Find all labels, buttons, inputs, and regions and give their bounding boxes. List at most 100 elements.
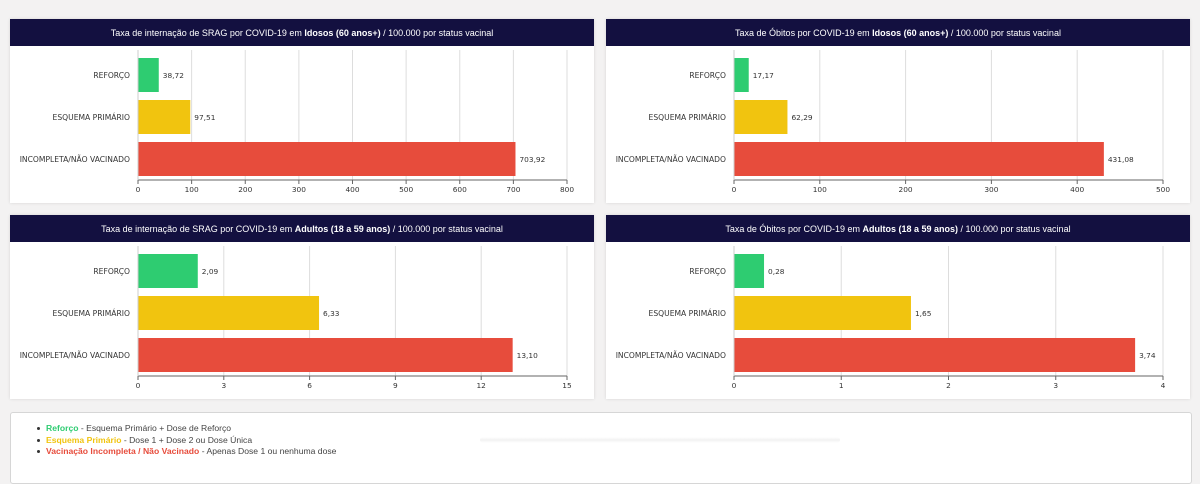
x-tick-label: 300 (292, 185, 306, 194)
x-tick-label: 200 (899, 185, 913, 194)
x-tick-label: 6 (307, 381, 312, 390)
x-tick-label: 9 (393, 381, 398, 390)
legend-key: Reforço (46, 423, 79, 433)
bar-chart-srag-idosos: REFORÇO 38,72 ESQUEMA PRIMÁRIO 97,51 INCOMPL… (20, 50, 574, 194)
x-tick-label: 12 (476, 381, 485, 390)
data-label: 6,33 (323, 309, 340, 318)
title-text: Taxa de Óbitos por COVID-19 em (725, 223, 863, 234)
x-tick-label: 15 (562, 381, 572, 390)
x-tick-label: 100 (185, 185, 199, 194)
x-tick-label: 500 (1156, 185, 1170, 194)
title-text: Taxa de internação de SRAG por COVID-19 … (110, 27, 305, 38)
legend-desc: - Dose 1 + Dose 2 ou Dose Única (121, 434, 253, 445)
title-bold: Adultos (18 a 59 anos) (862, 223, 958, 234)
bar (138, 142, 516, 176)
x-tick-label: 0 (136, 185, 141, 194)
legend-key: Vacinação Incompleta / Não Vacinado (46, 446, 200, 456)
category-label: ESQUEMA PRIMÁRIO (649, 113, 726, 122)
data-label: 0,28 (768, 267, 785, 276)
chart-card-obitos-idosos: Taxa de Óbitos por COVID-19 em Idosos (6… (606, 19, 1190, 203)
data-label: 62,29 (791, 113, 812, 122)
legend-desc: - Apenas Dose 1 ou nenhuma dose (199, 446, 337, 456)
x-tick-label: 0 (732, 185, 737, 194)
chart-card-srag-adultos: Taxa de internação de SRAG por COVID-19 … (10, 215, 594, 399)
bar-chart-obitos-idosos: REFORÇO 17,17 ESQUEMA PRIMÁRIO 62,29 INCOMPL… (616, 50, 1170, 194)
bar-chart-srag-adultos: REFORÇO 2,09 ESQUEMA PRIMÁRIO 6,33 INCOMPLET… (20, 246, 572, 390)
bullet-icon (37, 438, 40, 442)
legend-item-reforco: Reforço - Esquema Primário + Dose de Ref… (37, 423, 336, 435)
chart-title: Taxa de Óbitos por COVID-19 em Adultos (… (606, 215, 1190, 242)
data-label: 3,74 (1139, 351, 1156, 360)
data-label: 2,09 (202, 267, 219, 276)
chart-title: Taxa de internação de SRAG por COVID-19 … (10, 19, 594, 46)
bullet-icon (37, 450, 40, 454)
bullet-icon (37, 427, 40, 431)
category-label: INCOMPLETA/NÃO VACINADO (616, 155, 726, 164)
x-tick-label: 600 (453, 185, 467, 194)
data-label: 17,17 (753, 71, 774, 80)
legend-item-incompleta: Vacinação Incompleta / Não Vacinado - Ap… (37, 446, 336, 458)
title-text: / 100.000 por status vacinal (958, 223, 1071, 234)
x-tick-label: 4 (1161, 381, 1166, 390)
bar (734, 254, 765, 288)
title-text: / 100.000 por status vacinal (948, 27, 1061, 38)
x-tick-label: 100 (813, 185, 827, 194)
x-tick-label: 400 (345, 185, 359, 194)
bar (138, 100, 191, 134)
legend-list: Reforço - Esquema Primário + Dose de Ref… (37, 423, 336, 458)
bar (734, 338, 1136, 372)
bar (734, 58, 749, 92)
chart-card-srag-idosos: Taxa de internação de SRAG por COVID-19 … (10, 19, 594, 203)
x-tick-label: 700 (506, 185, 520, 194)
x-tick-label: 0 (732, 381, 737, 390)
bar (734, 296, 911, 330)
category-label: ESQUEMA PRIMÁRIO (53, 113, 130, 122)
bar (138, 58, 159, 92)
x-tick-label: 3 (221, 381, 226, 390)
bar (138, 296, 320, 330)
legend-item-esquema-primario: Esquema Primário - Dose 1 + Dose 2 ou Do… (37, 435, 336, 447)
x-tick-label: 400 (1070, 185, 1084, 194)
category-label: ESQUEMA PRIMÁRIO (649, 309, 726, 318)
category-label: INCOMPLETA/NÃO VACINADO (616, 351, 726, 360)
legend-key: Esquema Primário (46, 434, 122, 445)
title-bold: Idosos (60 anos+) (872, 27, 949, 38)
category-label: REFORÇO (93, 71, 130, 80)
x-tick-label: 500 (399, 185, 413, 194)
data-label: 1,65 (915, 309, 932, 318)
data-label: 431,08 (1108, 155, 1134, 164)
title-text: Taxa de Óbitos por COVID-19 em (735, 27, 873, 38)
data-label: 13,10 (517, 351, 538, 360)
loading-shadow (480, 437, 840, 443)
chart-title: Taxa de internação de SRAG por COVID-19 … (10, 215, 594, 242)
bar-chart-obitos-adultos: REFORÇO 0,28 ESQUEMA PRIMÁRIO 1,65 INCOMPLET… (616, 246, 1166, 390)
x-tick-label: 200 (238, 185, 252, 194)
data-label: 38,72 (163, 71, 184, 80)
bar (734, 142, 1104, 176)
data-label: 703,92 (519, 155, 545, 164)
category-label: REFORÇO (93, 267, 130, 276)
chart-card-obitos-adultos: Taxa de Óbitos por COVID-19 em Adultos (… (606, 215, 1190, 399)
category-label: REFORÇO (689, 71, 726, 80)
chart-title: Taxa de Óbitos por COVID-19 em Idosos (6… (606, 19, 1190, 46)
x-tick-label: 1 (839, 381, 844, 390)
x-tick-label: 300 (984, 185, 998, 194)
legend-card: Reforço - Esquema Primário + Dose de Ref… (10, 412, 1192, 484)
category-label: ESQUEMA PRIMÁRIO (53, 309, 130, 318)
category-label: REFORÇO (689, 267, 726, 276)
bar (138, 254, 198, 288)
title-text: / 100.000 por status vacinal (380, 27, 494, 38)
title-text: / 100.000 por status vacinal (390, 223, 503, 234)
x-tick-label: 800 (560, 185, 574, 194)
title-bold: Adultos (18 a 59 anos) (294, 223, 391, 234)
title-bold: Idosos (60 anos+) (304, 27, 381, 38)
x-tick-label: 3 (1053, 381, 1058, 390)
bar (734, 100, 788, 134)
bar (138, 338, 513, 372)
x-tick-label: 0 (136, 381, 141, 390)
category-label: INCOMPLETA/NÃO VACINADO (20, 155, 130, 164)
x-tick-label: 2 (946, 381, 951, 390)
title-text: Taxa de internação de SRAG por COVID-19 … (101, 223, 295, 234)
legend-desc: - Esquema Primário + Dose de Reforço (78, 423, 232, 433)
data-label: 97,51 (194, 113, 215, 122)
